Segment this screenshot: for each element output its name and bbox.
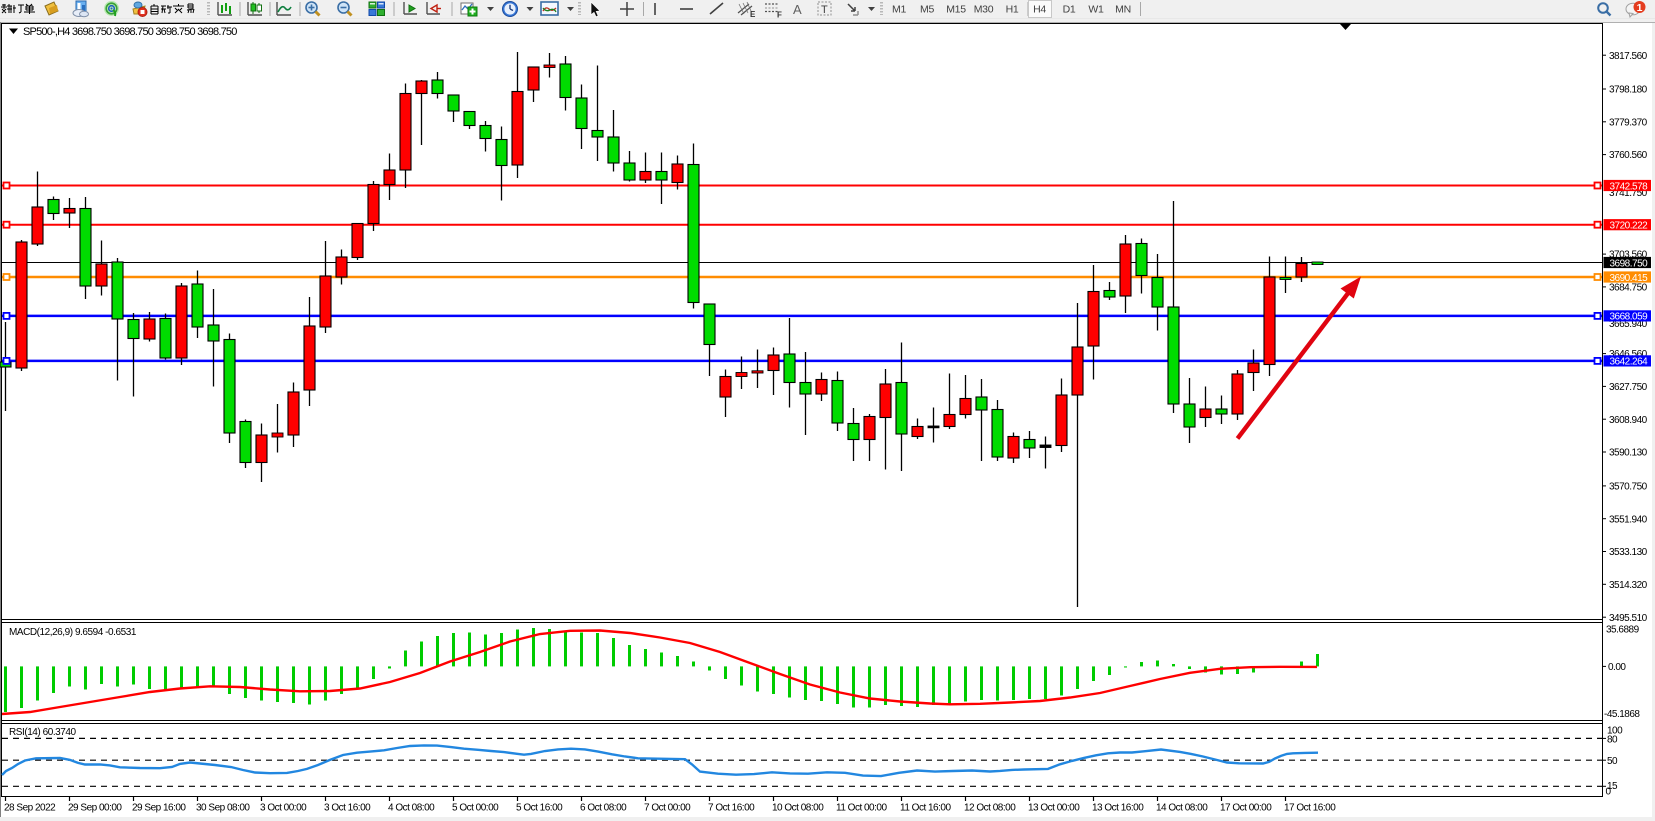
svg-text:3495.510: 3495.510 (1609, 613, 1648, 624)
svg-text:-45.1868: -45.1868 (1604, 709, 1640, 720)
svg-text:7 Oct 16:00: 7 Oct 16:00 (708, 803, 755, 814)
svg-text:35.6889: 35.6889 (1606, 625, 1640, 636)
svg-text:12 Oct 08:00: 12 Oct 08:00 (964, 803, 1016, 814)
svg-text:E: E (750, 10, 756, 18)
svg-text:3741.750: 3741.750 (1609, 188, 1648, 199)
svg-text:MN: MN (1115, 4, 1131, 16)
svg-text:29 Sep 16:00: 29 Sep 16:00 (132, 803, 186, 814)
svg-text:3703.560: 3703.560 (1609, 250, 1648, 261)
svg-text:4 Oct 08:00: 4 Oct 08:00 (388, 803, 435, 814)
svg-text:3817.560: 3817.560 (1609, 51, 1648, 62)
svg-text:H1: H1 (1006, 4, 1019, 16)
svg-text:3 Oct 16:00: 3 Oct 16:00 (324, 803, 371, 814)
svg-text:SP500-,H4 3698.750 3698.750 3: SP500-,H4 3698.750 3698.750 3698.750 369… (23, 26, 237, 38)
svg-text:3720.222: 3720.222 (1610, 221, 1649, 232)
svg-text:28 Sep 2022: 28 Sep 2022 (4, 803, 56, 814)
svg-text:3608.940: 3608.940 (1609, 415, 1648, 426)
svg-text:MACD(12,26,9) 9.6594 -0.6531: MACD(12,26,9) 9.6594 -0.6531 (9, 627, 137, 638)
svg-text:5 Oct 00:00: 5 Oct 00:00 (452, 803, 499, 814)
svg-text:F: F (777, 11, 782, 19)
svg-text:29 Sep 00:00: 29 Sep 00:00 (68, 803, 122, 814)
svg-text:3742.578: 3742.578 (1610, 181, 1649, 192)
svg-text:3627.750: 3627.750 (1609, 382, 1648, 393)
svg-text:6 Oct 08:00: 6 Oct 08:00 (580, 803, 627, 814)
svg-text:W1: W1 (1088, 4, 1104, 16)
svg-text:3590.130: 3590.130 (1609, 448, 1648, 459)
svg-text:3646.560: 3646.560 (1609, 349, 1648, 360)
svg-text:13 Oct 16:00: 13 Oct 16:00 (1092, 803, 1144, 814)
svg-text:10 Oct 08:00: 10 Oct 08:00 (772, 803, 824, 814)
svg-text:3690.415: 3690.415 (1610, 273, 1649, 284)
svg-text:11 Oct 00:00: 11 Oct 00:00 (836, 803, 887, 814)
svg-text:H4: H4 (1033, 4, 1046, 16)
svg-text:3570.750: 3570.750 (1609, 482, 1648, 493)
svg-text:3 Oct 00:00: 3 Oct 00:00 (260, 803, 307, 814)
svg-text:T: T (821, 4, 828, 16)
svg-text:100: 100 (1607, 726, 1623, 737)
svg-text:3779.370: 3779.370 (1609, 117, 1648, 128)
svg-text:D1: D1 (1063, 4, 1076, 16)
svg-text:30 Sep 08:00: 30 Sep 08:00 (196, 803, 250, 814)
svg-text:7 Oct 00:00: 7 Oct 00:00 (644, 803, 691, 814)
svg-text:17 Oct 00:00: 17 Oct 00:00 (1220, 803, 1272, 814)
svg-text:M15: M15 (946, 4, 966, 16)
svg-text:0: 0 (1606, 787, 1612, 798)
svg-text:3514.320: 3514.320 (1609, 580, 1648, 591)
svg-text:M1: M1 (892, 4, 906, 16)
svg-text:3668.059: 3668.059 (1610, 312, 1649, 323)
svg-text:3551.940: 3551.940 (1609, 514, 1648, 525)
svg-text:13 Oct 00:00: 13 Oct 00:00 (1028, 803, 1080, 814)
svg-text:M5: M5 (920, 4, 934, 16)
svg-text:3684.750: 3684.750 (1609, 283, 1648, 294)
svg-text:3698.750: 3698.750 (1610, 258, 1649, 269)
svg-text:3760.560: 3760.560 (1609, 150, 1648, 161)
svg-text:A: A (793, 2, 802, 17)
svg-text:3798.180: 3798.180 (1609, 85, 1648, 96)
svg-text:RSI(14) 60.3740: RSI(14) 60.3740 (9, 727, 77, 738)
svg-text:3665.940: 3665.940 (1609, 319, 1648, 330)
svg-text:17 Oct 16:00: 17 Oct 16:00 (1284, 803, 1336, 814)
svg-text:3642.264: 3642.264 (1610, 357, 1649, 368)
svg-text:11 Oct 16:00: 11 Oct 16:00 (900, 803, 951, 814)
svg-text:14 Oct 08:00: 14 Oct 08:00 (1156, 803, 1208, 814)
svg-text:5 Oct 16:00: 5 Oct 16:00 (516, 803, 563, 814)
svg-text:3533.130: 3533.130 (1609, 547, 1648, 558)
svg-text:0.00: 0.00 (1608, 662, 1626, 673)
svg-text:50: 50 (1607, 756, 1618, 767)
svg-text:1: 1 (1637, 2, 1643, 14)
svg-text:80: 80 (1607, 735, 1618, 746)
svg-text:15: 15 (1607, 781, 1618, 792)
svg-text:M30: M30 (974, 4, 994, 16)
